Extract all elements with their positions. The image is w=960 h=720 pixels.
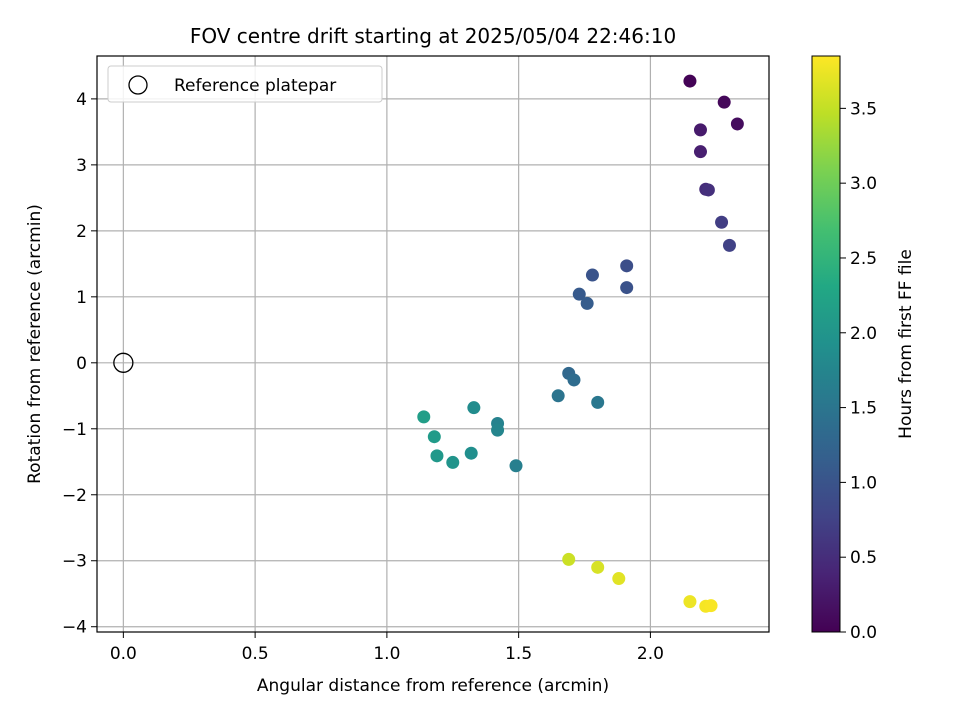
data-point xyxy=(551,389,565,403)
legend-label-reference: Reference platepar xyxy=(174,76,336,96)
colorbar-tick-label: 0.5 xyxy=(850,548,877,568)
legend: Reference platepar xyxy=(107,65,383,103)
colorbar-tick-label: 3.0 xyxy=(850,174,877,194)
y-tick-label: 4 xyxy=(76,90,87,110)
data-point xyxy=(730,117,744,131)
data-point xyxy=(585,268,599,282)
colorbar-ticks: 0.0 0.5 1.0 1.5 2.0 2.5 3.0 3.5 xyxy=(840,99,877,643)
y-tick-label: −1 xyxy=(62,420,87,440)
data-point xyxy=(591,395,605,409)
reference-platepar-marker xyxy=(113,352,134,373)
colorbar-label: Hours from first FF file xyxy=(896,249,916,439)
data-point xyxy=(715,215,729,229)
y-tick-label: 3 xyxy=(76,156,87,176)
y-axis-ticks: −4 −3 −2 −1 0 1 2 3 4 xyxy=(62,90,97,638)
data-point xyxy=(683,74,697,88)
data-point xyxy=(704,599,718,613)
data-point xyxy=(591,560,605,574)
data-point xyxy=(693,123,707,137)
legend-marker-reference xyxy=(128,75,148,95)
colorbar: 0.0 0.5 1.0 1.5 2.0 2.5 3.0 3.5 Hours from firs… xyxy=(811,55,916,643)
colorbar-tick-label: 3.5 xyxy=(850,99,877,119)
colorbar-tick-label: 1.5 xyxy=(850,399,877,419)
colorbar-tick-label: 2.5 xyxy=(850,249,877,269)
data-points xyxy=(113,74,744,613)
data-point xyxy=(620,259,634,273)
chart-title: FOV centre drift starting at 2025/05/04 … xyxy=(190,24,676,48)
data-point xyxy=(722,238,736,252)
plot-frame xyxy=(96,55,770,633)
data-point xyxy=(562,552,576,566)
data-point xyxy=(427,430,441,444)
data-point xyxy=(567,373,581,387)
y-tick-label: 1 xyxy=(76,288,87,308)
data-point xyxy=(491,423,505,437)
y-tick-label: −3 xyxy=(62,552,87,572)
data-point xyxy=(464,446,478,460)
y-tick-label: −4 xyxy=(62,618,87,638)
data-point xyxy=(620,281,634,295)
x-tick-label: 2.0 xyxy=(637,644,664,664)
x-tick-label: 0.0 xyxy=(110,644,137,664)
legend-box xyxy=(107,65,383,103)
data-point xyxy=(430,449,444,463)
data-point xyxy=(693,145,707,159)
x-axis-label: Angular distance from reference (arcmin) xyxy=(257,676,609,696)
x-axis-ticks: 0.0 0.5 1.0 1.5 2.0 xyxy=(110,632,664,664)
x-tick-label: 1.0 xyxy=(373,644,400,664)
colorbar-tick-label: 1.0 xyxy=(850,473,877,493)
colorbar-tick-label: 0.0 xyxy=(850,623,877,643)
data-point xyxy=(572,287,586,301)
data-point xyxy=(509,459,523,473)
y-tick-label: −2 xyxy=(62,486,87,506)
data-point xyxy=(701,183,715,197)
data-point xyxy=(467,401,481,415)
data-point xyxy=(580,296,594,310)
data-point xyxy=(717,95,731,109)
data-point xyxy=(446,455,460,469)
data-point xyxy=(683,595,697,609)
x-tick-label: 0.5 xyxy=(242,644,269,664)
data-point xyxy=(417,410,431,424)
colorbar-tick-label: 2.0 xyxy=(850,324,877,344)
grid-lines xyxy=(97,56,769,632)
y-tick-label: 0 xyxy=(76,354,87,374)
data-point xyxy=(612,572,626,586)
x-tick-label: 1.5 xyxy=(505,644,532,664)
colorbar-gradient xyxy=(811,55,841,633)
y-axis-label: Rotation from reference (arcmin) xyxy=(25,204,45,484)
y-tick-label: 2 xyxy=(76,222,87,242)
